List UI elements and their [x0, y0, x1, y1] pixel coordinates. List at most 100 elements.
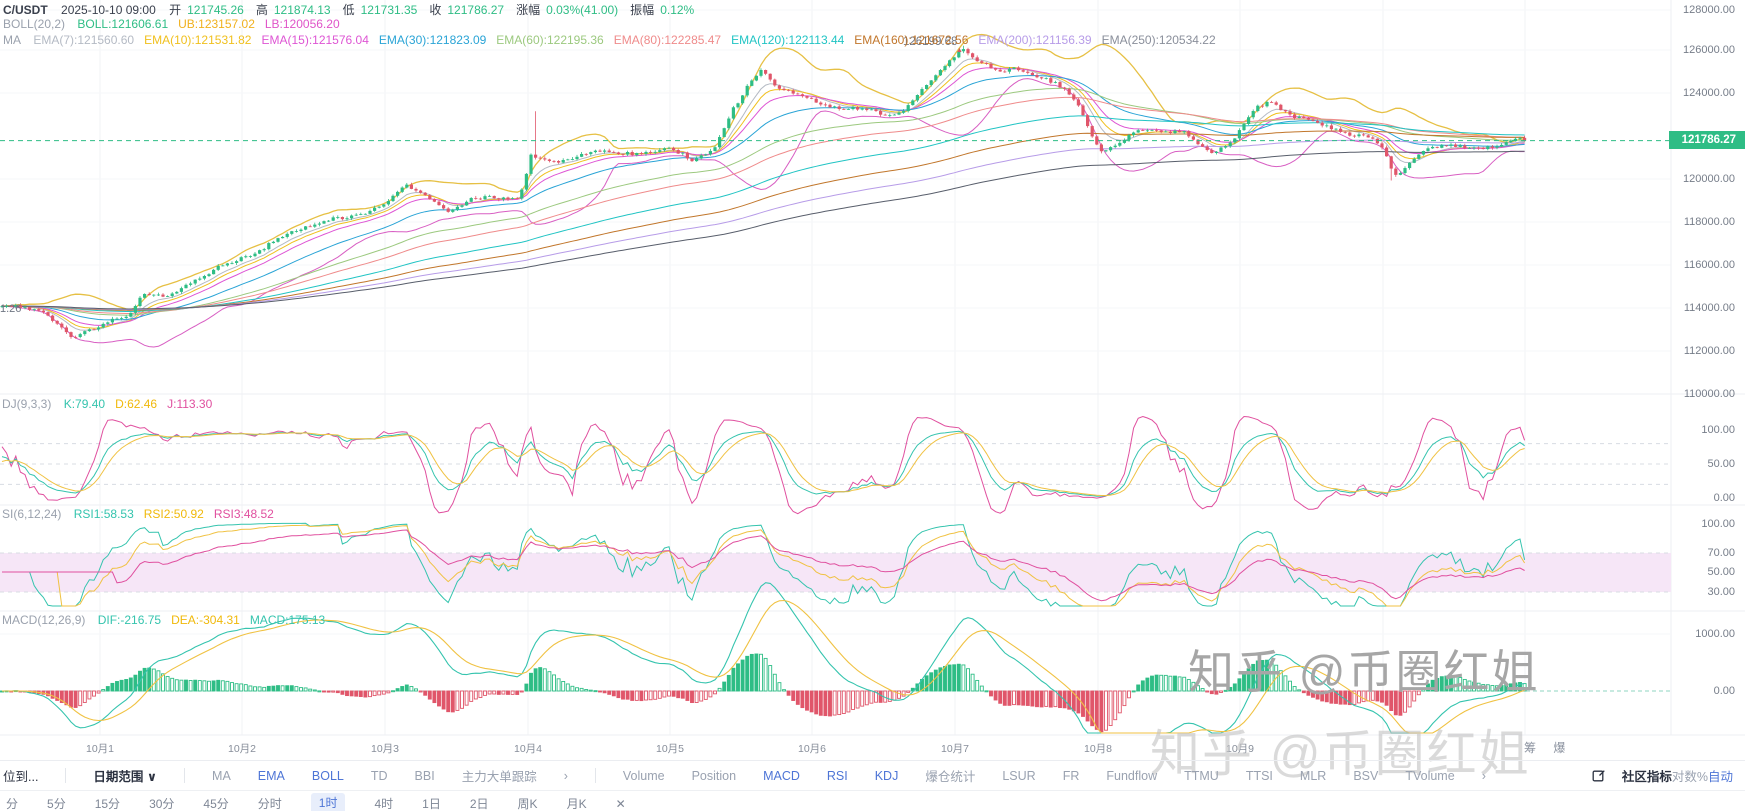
toolbar-item-6[interactable]: BOLL: [311, 768, 344, 783]
community-indicator-icon[interactable]: [1592, 769, 1606, 783]
toolbar-right-group: 社区指标对数%自动: [1592, 766, 1733, 785]
toolbar-item-26[interactable]: ›: [1481, 768, 1486, 783]
axis-label: 100.00: [1701, 424, 1735, 436]
macd-label-row: MACD(12,26,9) DIF:-216.75 DEA:-304.31 MACD…: [2, 613, 331, 627]
ema-value-0: EMA(7):121560.60: [33, 33, 135, 47]
toolbar-item-17[interactable]: 爆仓统计: [925, 770, 976, 784]
toolbar-item-4[interactable]: MA: [212, 768, 231, 783]
toolbar-right-item-3[interactable]: 自动: [1707, 770, 1733, 784]
ohlc-value-6: 收: [429, 3, 442, 17]
clipped-left-annotation: 1.26: [0, 303, 22, 315]
axis-label: 30.00: [1707, 586, 1735, 598]
interval-tab-0[interactable]: 分: [6, 797, 19, 811]
kdj-value-0: K:79.40: [63, 397, 106, 411]
ema-value-2: EMA(15):121576.04: [261, 33, 369, 47]
macd-indicator-name: MACD(12,26,9): [2, 613, 86, 627]
toolbar-item-9[interactable]: 主力大单跟踪: [461, 770, 537, 784]
interval-tab-5[interactable]: 分时: [257, 797, 282, 811]
axis-label: 126000.00: [1683, 44, 1735, 56]
ohlc-value-10: 振幅: [630, 3, 655, 17]
date-label: 10月6: [797, 743, 827, 755]
symbol-label: C/USDT: [3, 3, 48, 17]
boll-values: BOLL:121606.61 UB:123157.02 LB:120056.20: [77, 17, 345, 31]
macd-values: DIF:-216.75 DEA:-304.31 MACD:175.13: [98, 613, 331, 627]
toolbar-item-14[interactable]: MACD: [763, 768, 800, 783]
kdj-label-row: DJ(9,3,3) K:79.40 D:62.46 J:113.30: [2, 397, 218, 411]
toolbar-item-18[interactable]: LSUR: [1002, 768, 1036, 783]
indicator-toolbar: 位到... 日期范围 ∨ MA EMA BOLL TD BBI 主力大单跟踪 › Volume Po…: [0, 760, 1745, 790]
axis-label: 114000.00: [1683, 302, 1735, 314]
toolbar-item-2[interactable]: 日期范围 ∨: [93, 770, 158, 784]
axis-label: 124000.00: [1683, 87, 1735, 99]
toolbar-divider: [184, 768, 186, 783]
axis-label: 100.00: [1701, 518, 1735, 530]
macd-value-0: DIF:-216.75: [97, 613, 162, 627]
indicator-toolbar-items: 位到... 日期范围 ∨ MA EMA BOLL TD BBI 主力大单跟踪 › Volume Po…: [3, 766, 1513, 785]
ohlc-value-7: 121786.27: [447, 3, 505, 17]
toolbar-item-13[interactable]: Position: [691, 768, 737, 783]
toolbar-right-item-0[interactable]: 社区指标: [1621, 770, 1672, 784]
interval-tab-12[interactable]: ✕: [615, 797, 626, 811]
toolbar-item-23[interactable]: MLR: [1299, 768, 1327, 783]
toolbar-item-8[interactable]: BBI: [414, 768, 435, 783]
zhihu-watermark: 知乎 @币圈红姐: [1188, 646, 1540, 698]
kdj-value-1: D:62.46: [115, 397, 158, 411]
ema-value-3: EMA(30):121823.09: [378, 33, 487, 47]
kdj-indicator-name: DJ(9,3,3): [2, 397, 52, 411]
interval-tab-4[interactable]: 45分: [203, 797, 229, 811]
interval-tab-10[interactable]: 周K: [517, 797, 538, 811]
kdj-value-2: J:113.30: [167, 397, 213, 411]
toolbar-item-24[interactable]: BSV: [1353, 768, 1379, 783]
interval-tab-6[interactable]: 1时: [310, 793, 346, 811]
ema-value-7: EMA(160):121672.56: [854, 33, 969, 47]
toolbar-item-7[interactable]: TD: [370, 768, 388, 783]
candlestick-chart-canvas[interactable]: [0, 0, 1745, 760]
ohlc-header-row: C/USDT 2025-10-10 09:00 开 121745.26 高 12187…: [3, 1, 700, 18]
toolbar-item-19[interactable]: FR: [1062, 768, 1080, 783]
toolbar-item-22[interactable]: TTSI: [1245, 768, 1273, 783]
ema-value-5: EMA(80):122285.47: [613, 33, 722, 47]
toolbar-divider: [594, 768, 596, 783]
ohlc-value-4: 低: [342, 3, 355, 17]
toolbar-item-5[interactable]: EMA: [257, 768, 285, 783]
toolbar-item-21[interactable]: TTMU: [1184, 768, 1219, 783]
toolbar-item-0[interactable]: 位到...: [3, 770, 39, 784]
toolbar-item-25[interactable]: TVolume: [1405, 768, 1455, 783]
toolbar-item-16[interactable]: KDJ: [874, 768, 899, 783]
zhihu-watermark-secondary: 知乎 @币圈红姐: [1150, 726, 1531, 782]
boll-value-0: BOLL:121606.61: [77, 17, 169, 31]
interval-tab-3[interactable]: 30分: [149, 797, 175, 811]
ohlc-value-8: 涨幅: [516, 3, 541, 17]
axis-label: 128000.00: [1683, 4, 1735, 16]
interval-tab-2[interactable]: 15分: [94, 797, 121, 811]
toolbar-item-20[interactable]: Fundflow: [1106, 768, 1158, 783]
toolbar-right-item-1[interactable]: 对数: [1671, 770, 1697, 784]
toolbar-right-items: 社区指标对数%自动: [1622, 766, 1733, 785]
interval-tab-1[interactable]: 5分: [47, 797, 66, 811]
rsi-value-2: RSI3:48.52: [213, 507, 274, 521]
interval-tab-9[interactable]: 2日: [469, 797, 489, 811]
toolbar-item-12[interactable]: Volume: [622, 768, 665, 783]
ema-value-6: EMA(120):122113.44: [731, 33, 845, 47]
toolbar-right-item-2[interactable]: %: [1696, 770, 1708, 784]
toolbar-item-15[interactable]: RSI: [826, 768, 848, 783]
axis-label: 112000.00: [1683, 345, 1735, 357]
macd-value-2: MACD:175.13: [249, 613, 326, 627]
ohlc-value-11: 0.12%: [660, 3, 695, 17]
axis-label: 0.00: [1713, 492, 1735, 504]
current-price-badge: 121786.27: [1669, 131, 1745, 149]
ema-value-1: EMA(10):121531.82: [144, 33, 252, 47]
date-label: 10月5: [655, 743, 685, 755]
boll-value-2: LB:120056.20: [264, 17, 340, 31]
interval-tab-11[interactable]: 月K: [566, 797, 587, 811]
ema-values: EMA(7):121560.60 EMA(10):121531.82 EMA(15)…: [33, 33, 1221, 47]
ohlc-value-9: 0.03%(41.00): [546, 3, 619, 17]
date-label: 10月9: [1225, 743, 1255, 755]
ema-value-9: EMA(250):120534.22: [1101, 33, 1216, 47]
date-label: 10月7: [940, 743, 970, 755]
boll-indicator-name: BOLL(20,2): [3, 17, 66, 31]
interval-tab-7[interactable]: 4时: [374, 797, 394, 811]
axis-label: 70.00: [1707, 547, 1735, 559]
interval-tab-8[interactable]: 1日: [422, 797, 441, 811]
toolbar-item-10[interactable]: ›: [563, 768, 568, 783]
